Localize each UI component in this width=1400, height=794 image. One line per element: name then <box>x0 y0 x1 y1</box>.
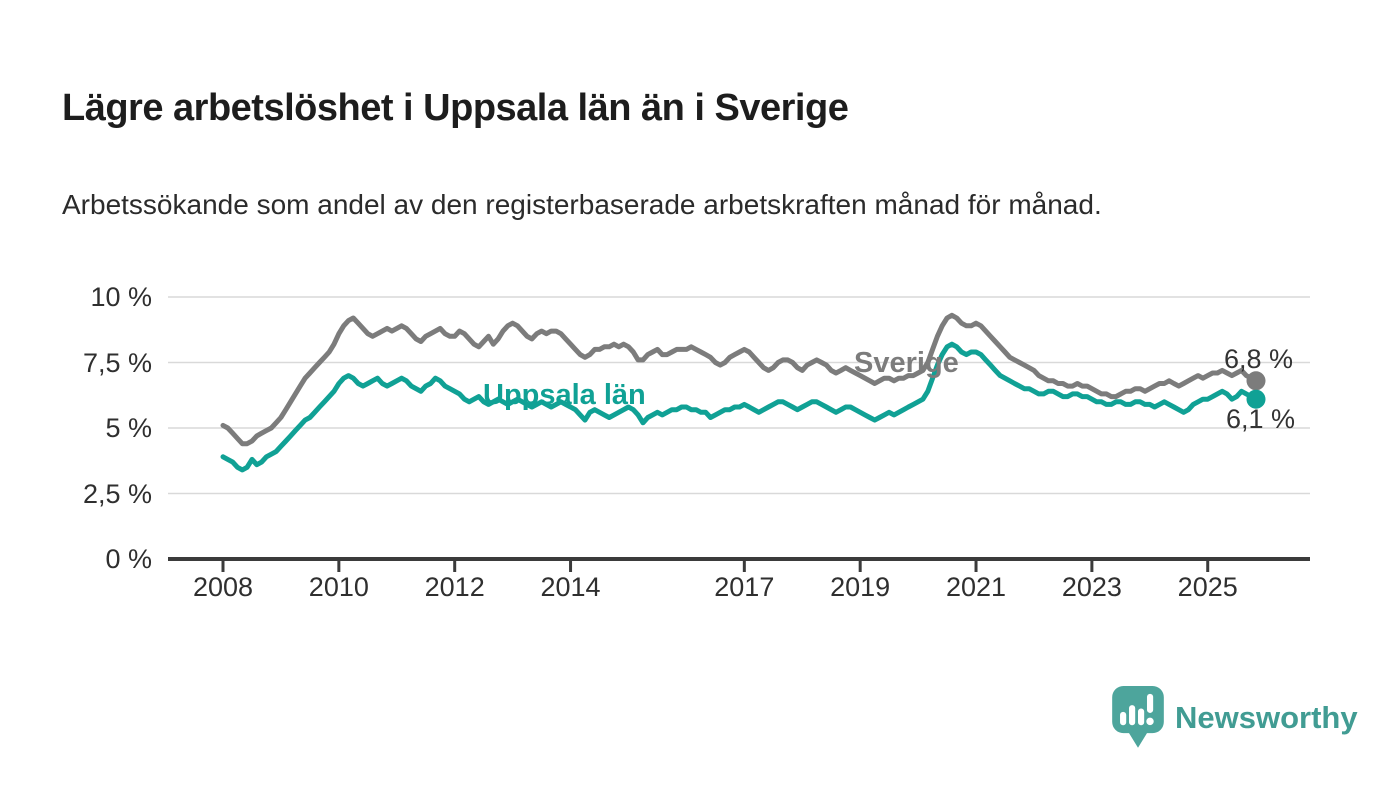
y-tick-label: 5 % <box>105 413 152 443</box>
bar-chart-speech-bubble-icon <box>1112 686 1164 748</box>
newsworthy-branding: Newsworthy <box>1112 686 1358 750</box>
end-value-label-sverige: 6,8 % <box>1224 344 1294 374</box>
x-tick-label: 2019 <box>830 572 891 602</box>
x-tick-label: 2025 <box>1177 572 1238 602</box>
end-dot-uppsala <box>1246 389 1266 409</box>
x-tick-label: 2008 <box>192 572 254 602</box>
page-title: Lägre arbetslöshet i Uppsala län än i Sv… <box>62 87 849 130</box>
series-label-uppsala: Uppsala län <box>483 379 646 411</box>
x-tick-label: 2017 <box>714 572 775 602</box>
y-tick-label: 10 % <box>90 282 152 312</box>
y-tick-label: 0 % <box>105 544 152 574</box>
series-label-sverige: Sverige <box>854 347 959 379</box>
series-line-uppsala <box>220 341 1259 473</box>
x-tick-label: 2012 <box>424 572 485 602</box>
x-tick-label: 2021 <box>945 572 1007 602</box>
x-tick-label: 2014 <box>540 572 601 602</box>
newsworthy-wordmark: Newsworthy <box>1175 700 1358 735</box>
end-dot-sverige <box>1246 371 1266 391</box>
y-tick-label: 2,5 % <box>82 478 152 509</box>
x-tick-label: 2010 <box>308 572 369 602</box>
y-tick-label: 7,5 % <box>82 347 152 378</box>
series-line-sverige <box>220 312 1259 447</box>
end-value-label-uppsala: 6,1 % <box>1226 404 1296 434</box>
chart-subtitle: Arbetssökande som andel av den registerb… <box>62 189 1102 220</box>
x-tick-label: 2023 <box>1061 572 1122 602</box>
